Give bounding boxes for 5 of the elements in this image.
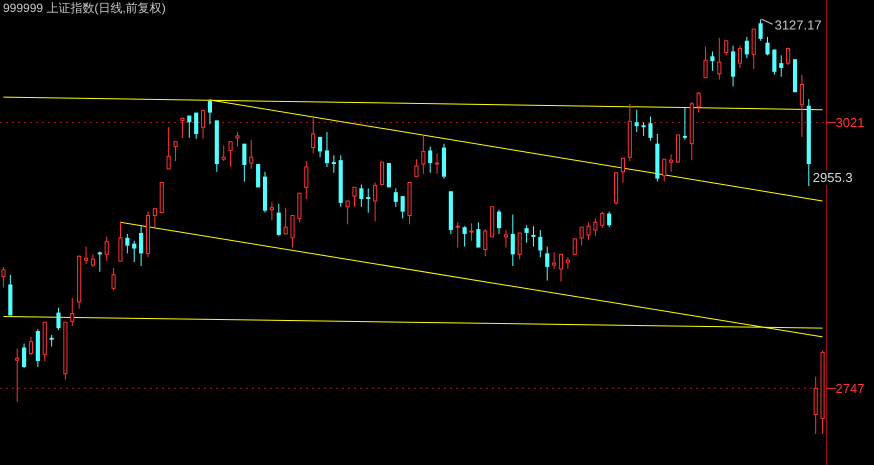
y-tick-label: 3021 bbox=[836, 114, 864, 130]
y-tick-label: 2747 bbox=[836, 380, 864, 396]
annotation: 3127.17 bbox=[774, 17, 822, 32]
annotation: 2955.3 bbox=[812, 170, 853, 186]
chart-title: 999999 上证指数(日线,前复权) bbox=[3, 1, 166, 15]
